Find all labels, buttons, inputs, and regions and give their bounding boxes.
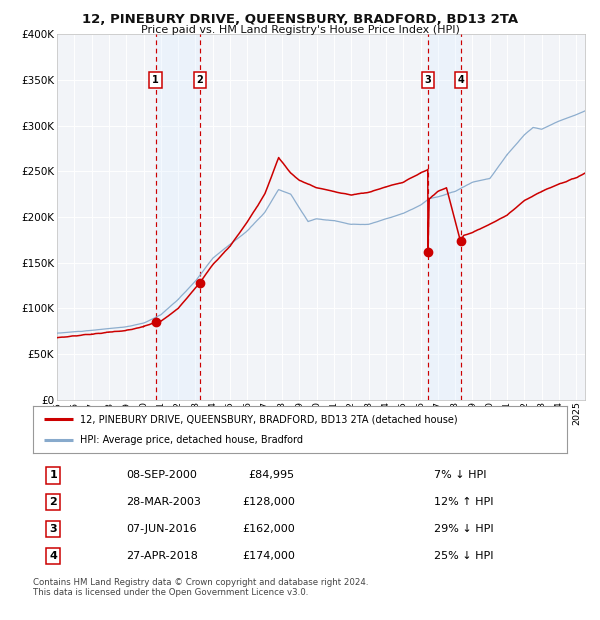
Text: 4: 4	[457, 75, 464, 85]
Text: Price paid vs. HM Land Registry's House Price Index (HPI): Price paid vs. HM Land Registry's House …	[140, 25, 460, 35]
Text: 25% ↓ HPI: 25% ↓ HPI	[433, 551, 493, 561]
Text: 28-MAR-2003: 28-MAR-2003	[127, 497, 202, 507]
Text: 12% ↑ HPI: 12% ↑ HPI	[433, 497, 493, 507]
Text: 29% ↓ HPI: 29% ↓ HPI	[433, 525, 493, 534]
Text: 2: 2	[49, 497, 57, 507]
Text: HPI: Average price, detached house, Bradford: HPI: Average price, detached house, Brad…	[80, 435, 303, 445]
Text: This data is licensed under the Open Government Licence v3.0.: This data is licensed under the Open Gov…	[33, 588, 308, 597]
Text: £174,000: £174,000	[242, 551, 295, 561]
Text: £162,000: £162,000	[242, 525, 295, 534]
Text: 12, PINEBURY DRIVE, QUEENSBURY, BRADFORD, BD13 2TA (detached house): 12, PINEBURY DRIVE, QUEENSBURY, BRADFORD…	[80, 414, 458, 424]
Bar	[155, 34, 200, 400]
Text: 07-JUN-2016: 07-JUN-2016	[127, 525, 197, 534]
Text: 3: 3	[425, 75, 431, 85]
Text: 4: 4	[49, 551, 57, 561]
Text: 1: 1	[49, 471, 57, 480]
Text: 08-SEP-2000: 08-SEP-2000	[127, 471, 197, 480]
Text: Contains HM Land Registry data © Crown copyright and database right 2024.: Contains HM Land Registry data © Crown c…	[33, 578, 368, 587]
Bar	[428, 34, 461, 400]
Text: 3: 3	[49, 525, 57, 534]
Text: 1: 1	[152, 75, 159, 85]
Text: 12, PINEBURY DRIVE, QUEENSBURY, BRADFORD, BD13 2TA: 12, PINEBURY DRIVE, QUEENSBURY, BRADFORD…	[82, 13, 518, 26]
Text: £128,000: £128,000	[242, 497, 295, 507]
Text: £84,995: £84,995	[248, 471, 295, 480]
Text: 2: 2	[196, 75, 203, 85]
Text: 7% ↓ HPI: 7% ↓ HPI	[433, 471, 486, 480]
Text: 27-APR-2018: 27-APR-2018	[127, 551, 199, 561]
